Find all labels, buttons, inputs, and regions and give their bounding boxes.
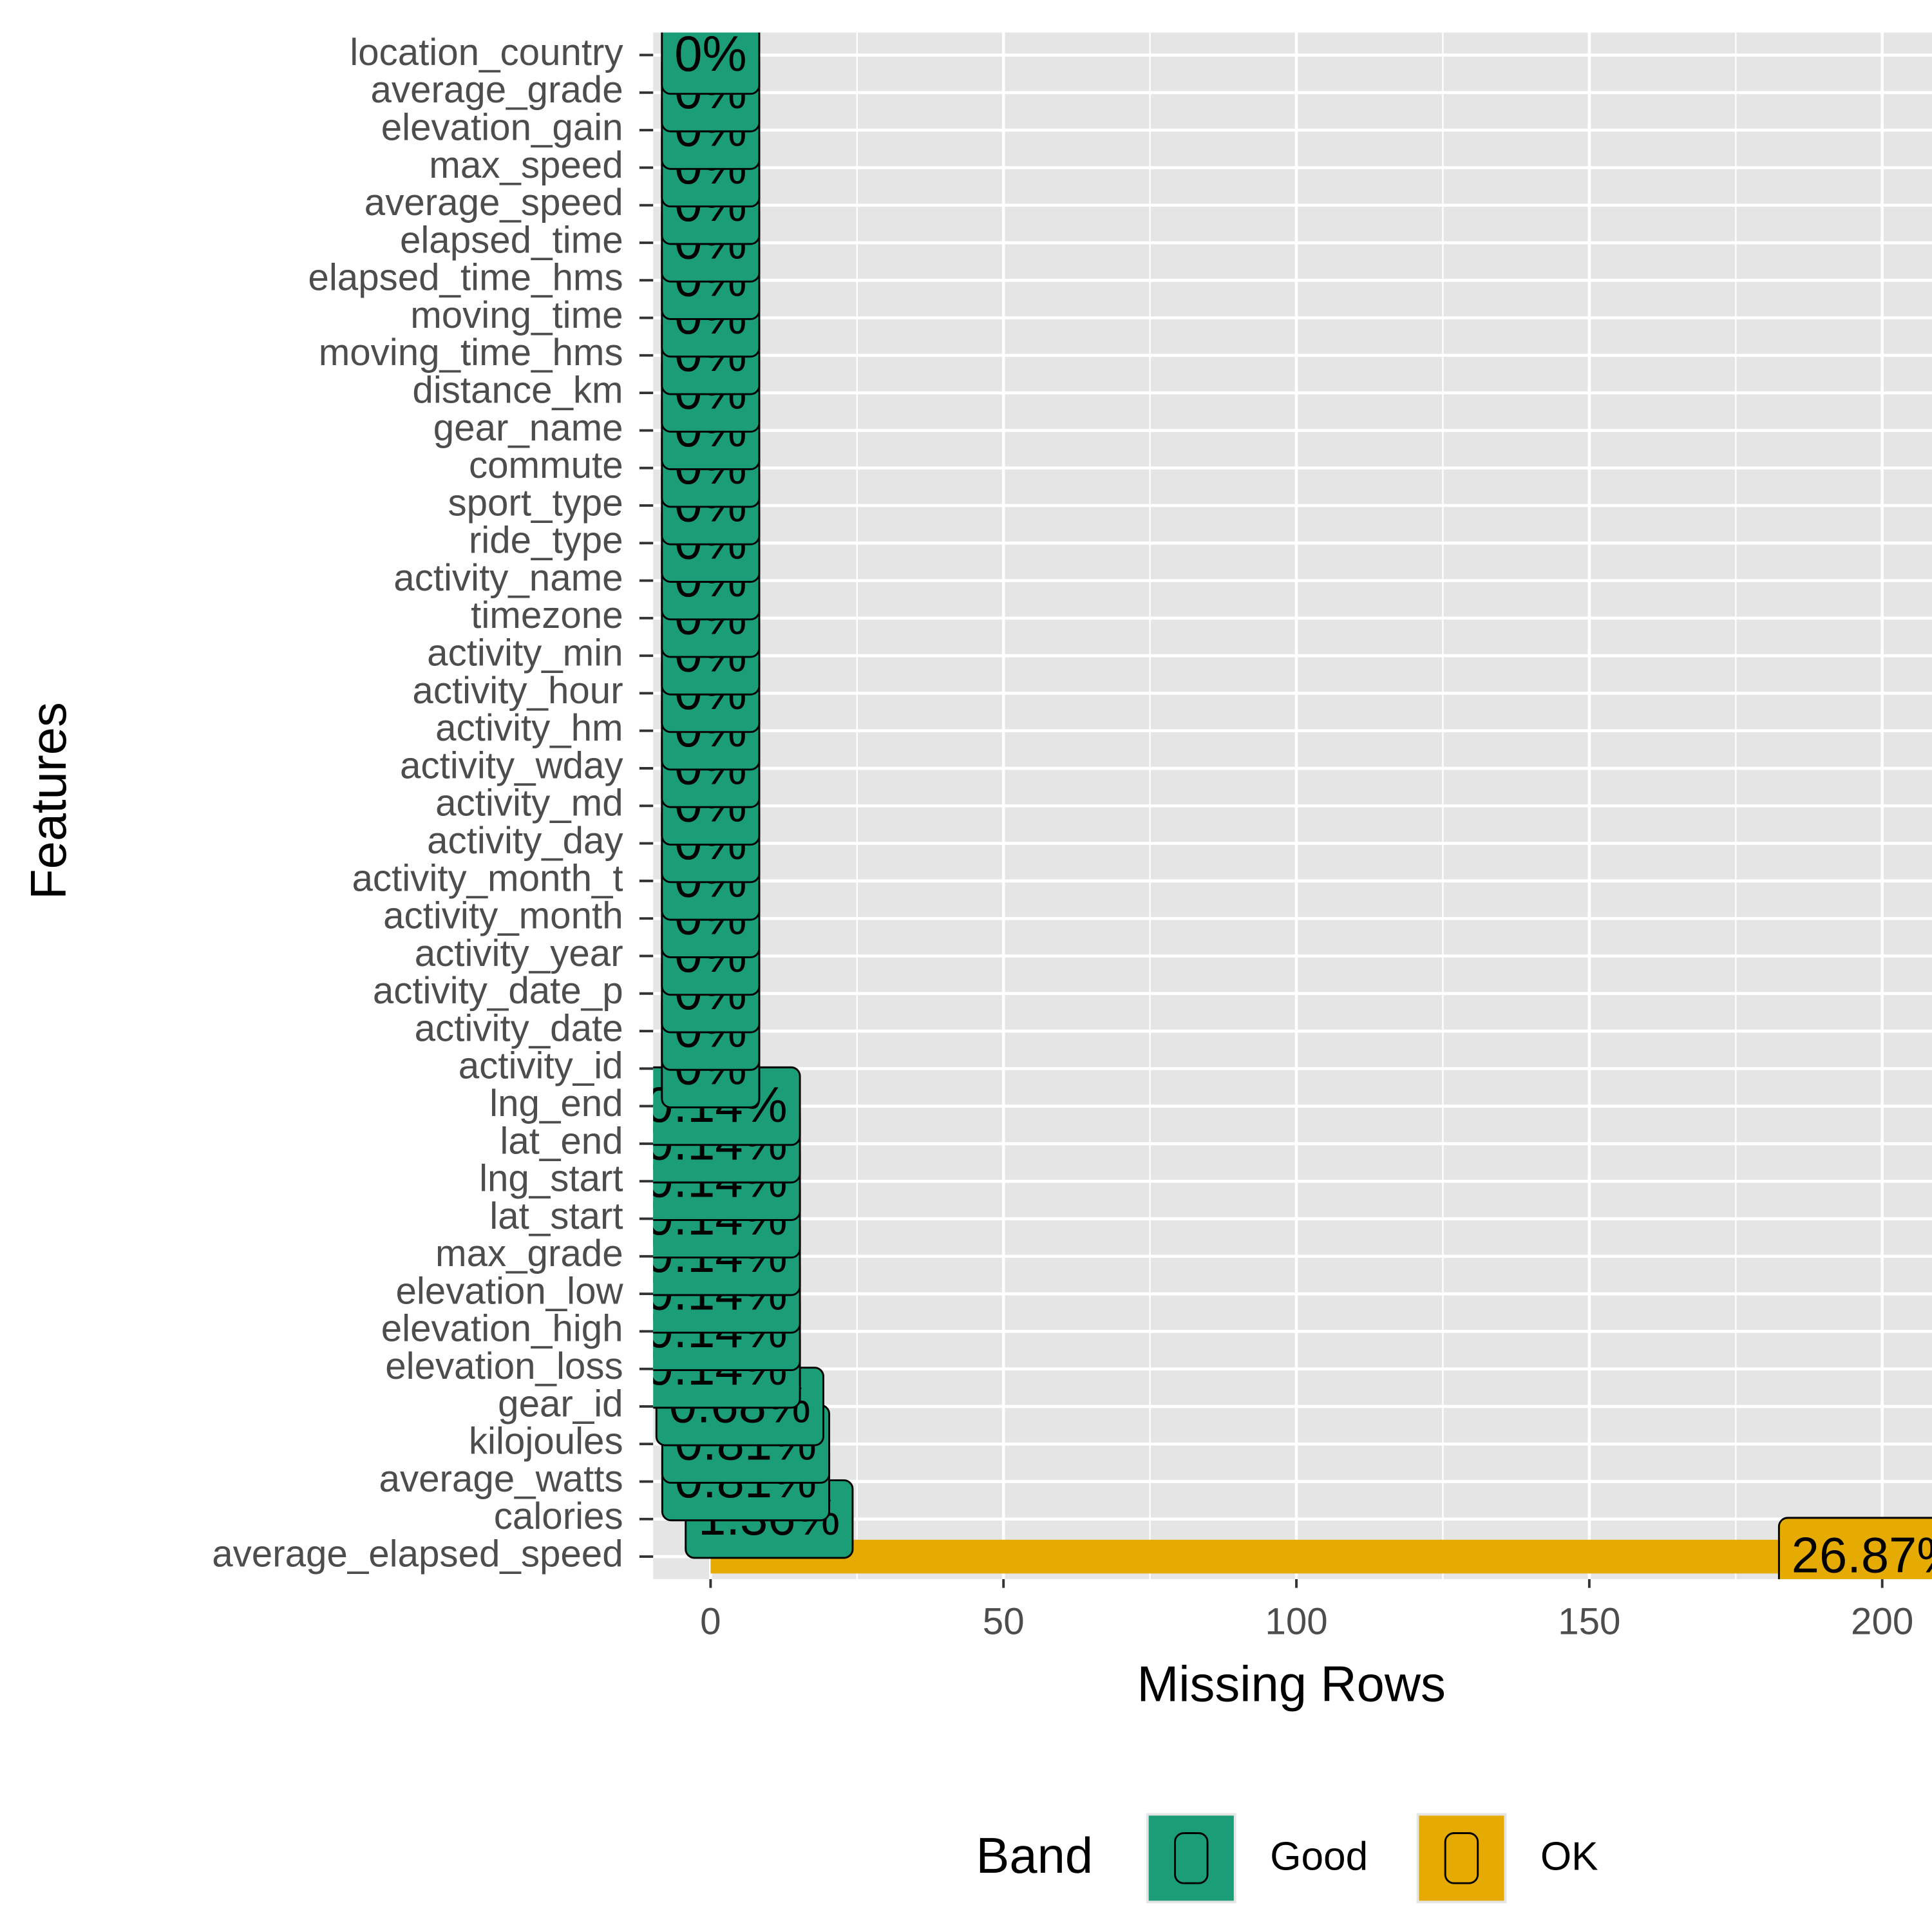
y-tick-label: average_watts: [379, 1458, 623, 1500]
y-tick-label: commute: [469, 444, 623, 486]
legend-key-glyph: [1444, 1832, 1479, 1884]
value-label: 0%: [674, 26, 746, 82]
y-tick-label: activity_month: [383, 895, 623, 937]
y-tick-label: distance_km: [412, 369, 623, 411]
y-tick-label: elevation_gain: [381, 106, 623, 148]
y-tick-label: average_grade: [371, 69, 623, 111]
y-tick-label: gear_name: [433, 407, 623, 449]
y-tick-label: activity_date_p: [373, 970, 623, 1012]
y-tick-label: activity_hour: [412, 670, 623, 712]
y-tick-label: activity_hm: [435, 707, 623, 749]
y-tick-label: activity_name: [393, 557, 623, 599]
y-tick-label: gear_id: [498, 1383, 623, 1425]
legend-title: Band: [976, 1828, 1094, 1884]
y-tick-label: max_speed: [429, 144, 623, 186]
x-tick-label: 50: [983, 1600, 1025, 1642]
y-tick-label: elevation_low: [395, 1270, 623, 1312]
y-tick-label: calories: [494, 1495, 623, 1537]
y-tick-label: activity_wday: [400, 744, 623, 786]
y-tick-label: max_grade: [435, 1233, 623, 1274]
y-tick-label: elevation_high: [381, 1308, 623, 1350]
y-tick-label: elapsed_time_hms: [308, 257, 623, 299]
y-tick-label: lat_end: [500, 1120, 623, 1162]
legend-label: Good: [1270, 1835, 1368, 1879]
x-tick-label: 200: [1851, 1600, 1913, 1642]
y-tick-label: activity_month_t: [352, 857, 623, 899]
value-label-box: [1777, 1517, 1932, 1580]
y-tick-label: sport_type: [448, 482, 623, 524]
y-tick-label: activity_min: [427, 632, 623, 674]
y-tick-label: activity_id: [459, 1045, 623, 1087]
y-tick-label: location_country: [350, 32, 623, 73]
x-tick-label: 0: [700, 1600, 721, 1642]
y-tick-label: moving_time: [410, 294, 623, 336]
x-axis-title: Missing Rows: [1137, 1657, 1445, 1712]
y-tick-label: elapsed_time: [400, 219, 623, 261]
value-label-box: [661, 32, 761, 95]
x-tick-label: 100: [1265, 1600, 1327, 1642]
y-tick-label: lat_start: [489, 1195, 623, 1237]
y-tick-label: ride_type: [469, 520, 623, 562]
y-tick-label: activity_day: [427, 820, 623, 862]
y-tick-label: activity_date: [415, 1007, 623, 1049]
y-tick-label: activity_year: [415, 933, 623, 974]
y-tick-label: kilojoules: [469, 1421, 623, 1463]
x-tick-label: 150: [1558, 1600, 1620, 1642]
y-tick-label: lng_end: [489, 1083, 623, 1124]
y-tick-label: lng_start: [479, 1158, 623, 1200]
legend-label: OK: [1540, 1835, 1598, 1879]
y-tick-label: activity_md: [435, 782, 623, 824]
y-axis-title: Features: [21, 702, 77, 900]
y-tick-label: timezone: [471, 594, 623, 636]
y-tick-label: moving_time_hms: [319, 332, 623, 374]
value-label: 26.87%: [1792, 1528, 1932, 1584]
y-tick-label: average_speed: [365, 182, 623, 223]
legend-key-glyph: [1174, 1832, 1209, 1884]
bar: [710, 1539, 1877, 1574]
y-tick-label: average_elapsed_speed: [212, 1533, 623, 1575]
y-tick-label: elevation_loss: [385, 1345, 623, 1387]
plot-area: 26.87%1.36%0.81%0.81%0.68%0.14%0.14%0.14…: [653, 26, 1932, 1584]
